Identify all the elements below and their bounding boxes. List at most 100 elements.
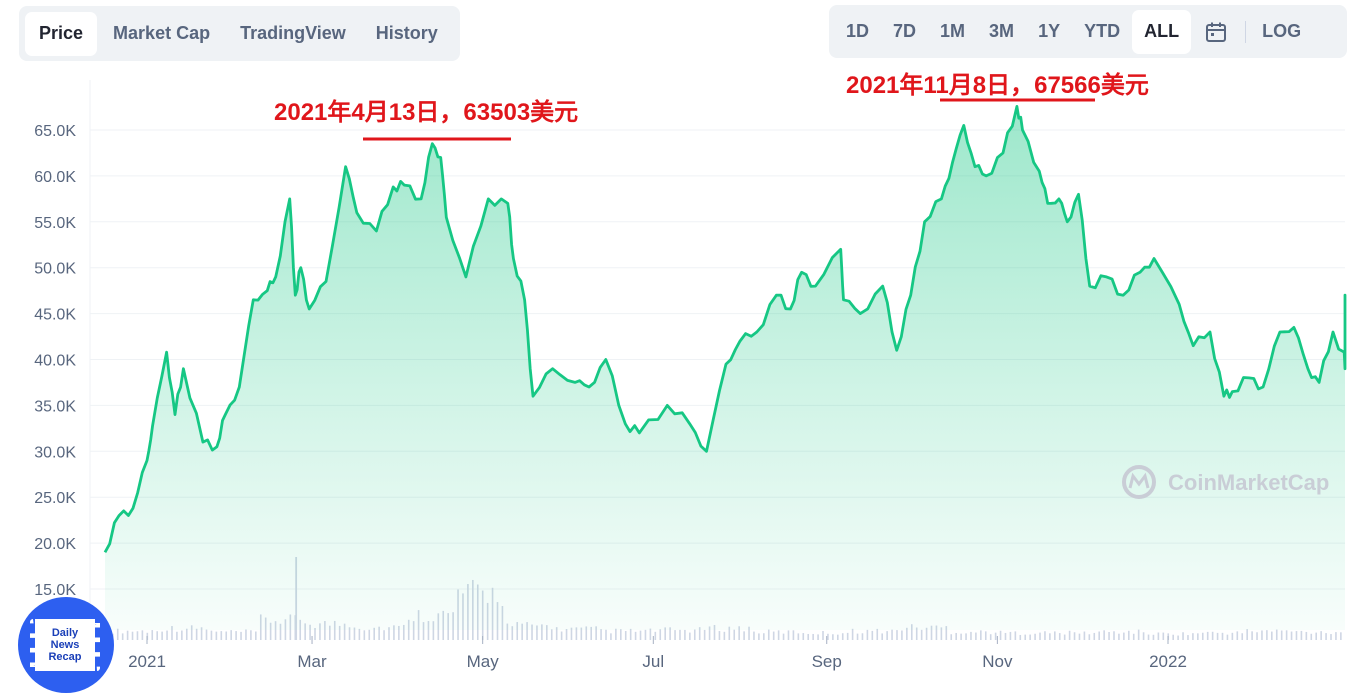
time-range-selector: 1D 7D 1M 3M 1Y YTD ALL LOG [829, 5, 1347, 58]
range-3m-button[interactable]: 3M [989, 21, 1015, 41]
volume-bar [881, 633, 883, 640]
tab-tradingview[interactable]: TradingView [240, 23, 346, 43]
volume-bar [832, 634, 834, 640]
volume-bar [1147, 634, 1150, 640]
volume-bar [649, 628, 652, 640]
volume-bar [1271, 631, 1273, 640]
volume-bar [1216, 632, 1219, 640]
volume-bar [304, 623, 306, 640]
volume-bar [225, 631, 228, 640]
volume-bar [171, 626, 173, 640]
volume-bar [772, 631, 775, 640]
range-1y-button[interactable]: 1Y [1038, 21, 1061, 41]
volume-bar [570, 627, 573, 640]
volume-bar [787, 630, 790, 640]
volume-bar [412, 621, 415, 640]
volume-bar [1305, 631, 1308, 640]
volume-bar [1221, 632, 1224, 640]
range-all-button[interactable]: ALL [1132, 9, 1192, 54]
watermark: CoinMarketCap [1122, 465, 1329, 499]
volume-bar [837, 634, 839, 640]
volume-bar [1251, 631, 1253, 640]
y-tick-label: 55.0K [34, 215, 76, 232]
volume-bar [733, 629, 736, 640]
volume-bar [1098, 631, 1100, 640]
volume-bar [767, 629, 770, 640]
volume-bar [1162, 632, 1165, 640]
volume-bar [1127, 630, 1130, 640]
volume-bar [151, 630, 154, 640]
calendar-icon [1206, 22, 1227, 42]
volume-bar [1266, 630, 1268, 640]
volume-bar [506, 623, 509, 640]
volume-bar [684, 629, 686, 640]
volume-bar [1019, 634, 1022, 640]
volume-bar [1024, 634, 1027, 640]
volume-bar [698, 627, 701, 640]
volume-bar [156, 631, 158, 640]
badge-line-1: Daily [51, 627, 79, 639]
log-scale-toggle[interactable]: LOG [1262, 21, 1302, 41]
volume-bar [255, 631, 257, 640]
volume-bar [575, 627, 578, 640]
volume-bar [758, 633, 760, 640]
calendar-button[interactable] [1191, 10, 1241, 54]
volume-bar [1118, 633, 1120, 640]
volume-bar [324, 621, 326, 640]
volume-bar [1029, 634, 1031, 640]
volume-bar [728, 626, 731, 640]
volume-bar [1241, 633, 1244, 640]
volume-bar [910, 624, 913, 640]
volume-bar [1325, 633, 1327, 640]
volume-bar [531, 624, 533, 640]
volume-bar [393, 625, 395, 640]
x-tick-label: 2022 [1149, 652, 1187, 671]
volume-bar [1004, 632, 1007, 640]
tab-price[interactable]: Price [25, 11, 98, 56]
x-tick-label: Mar [297, 652, 327, 671]
volume-bar [358, 628, 361, 640]
volume-bar [802, 633, 805, 640]
range-ytd-button[interactable]: YTD [1084, 21, 1121, 41]
volume-bar [980, 630, 982, 640]
volume-bar [960, 633, 962, 640]
volume-bar [856, 633, 859, 640]
volume-bar [1093, 632, 1096, 640]
volume-bar [896, 630, 898, 640]
volume-bar [319, 623, 321, 640]
volume-bar [536, 625, 538, 640]
tab-market-cap[interactable]: Market Cap [113, 23, 211, 43]
volume-bar [1290, 631, 1293, 640]
volume-bar [654, 631, 657, 640]
range-1d-button[interactable]: 1D [846, 21, 870, 41]
volume-bar [141, 630, 144, 640]
volume-bar [1113, 631, 1115, 640]
volume-bar [269, 622, 272, 640]
volume-bar [723, 631, 726, 640]
volume-bar [1320, 631, 1322, 640]
volume-bar [605, 629, 607, 640]
volume-bar [1201, 632, 1204, 640]
y-tick-label: 30.0K [34, 444, 76, 461]
volume-bar [333, 620, 336, 640]
volume-bar [975, 632, 977, 640]
volume-bar [827, 633, 829, 640]
volume-bar [906, 627, 908, 640]
x-tick-label: Jul [642, 652, 664, 671]
range-7d-button[interactable]: 7D [893, 21, 917, 41]
volume-bar [1192, 633, 1194, 640]
volume-bar [1285, 630, 1288, 640]
volume-bar [915, 627, 918, 640]
volume-bar [1088, 634, 1091, 640]
volume-bar [713, 624, 716, 640]
volume-bar [1157, 632, 1160, 640]
volume-bar [398, 625, 400, 640]
y-tick-label: 20.0K [34, 536, 76, 553]
tab-history[interactable]: History [375, 23, 438, 43]
volume-bar [846, 632, 849, 640]
volume-bar [595, 626, 597, 640]
volume-bar [176, 631, 178, 640]
range-1m-button[interactable]: 1M [940, 21, 966, 41]
volume-bar [1310, 633, 1313, 640]
volume-bar [314, 628, 316, 640]
